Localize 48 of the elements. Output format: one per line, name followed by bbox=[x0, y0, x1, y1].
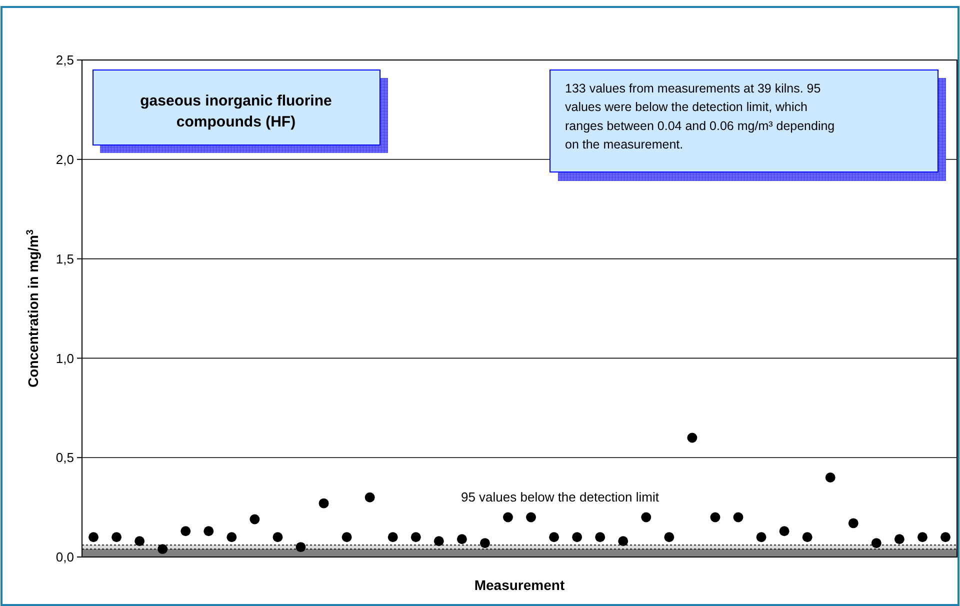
point bbox=[549, 532, 560, 542]
y-tick-label: 0,5 bbox=[56, 450, 74, 466]
point bbox=[687, 432, 698, 443]
point bbox=[226, 532, 237, 542]
point bbox=[802, 532, 812, 542]
point bbox=[204, 526, 214, 536]
point bbox=[88, 532, 98, 542]
point bbox=[410, 532, 421, 542]
point bbox=[664, 532, 674, 542]
point bbox=[388, 532, 398, 542]
point bbox=[456, 534, 467, 544]
point bbox=[940, 532, 950, 542]
point bbox=[825, 472, 836, 482]
y-tick-label: 1,0 bbox=[56, 350, 74, 366]
point bbox=[526, 512, 536, 522]
y-tick-label: 0,0 bbox=[56, 550, 74, 565]
point bbox=[180, 526, 191, 536]
y-tick-label: 1,5 bbox=[56, 251, 74, 266]
point bbox=[134, 536, 145, 546]
annotation: 133 values from measurements at 39 kilns. 95 values were below the detection limit, which ranges between 0.04 and 0.06 mg/m³ depending on the measurement. bbox=[565, 81, 835, 152]
point bbox=[364, 492, 375, 502]
point bbox=[848, 518, 858, 528]
point bbox=[618, 536, 628, 546]
point bbox=[250, 514, 260, 524]
x-axis-title: Measurement bbox=[474, 577, 565, 593]
point bbox=[434, 536, 444, 546]
point bbox=[871, 538, 882, 548]
point bbox=[641, 512, 652, 522]
point bbox=[318, 498, 329, 508]
point bbox=[480, 538, 490, 548]
point bbox=[733, 512, 744, 522]
point bbox=[572, 532, 582, 542]
y-tick-label: 2,0 bbox=[56, 152, 74, 167]
y-tick-label: 2,5 bbox=[56, 52, 74, 68]
point bbox=[272, 532, 283, 542]
point bbox=[595, 532, 606, 542]
point bbox=[894, 534, 904, 544]
text: gaseous inorganic fluorine compounds (HF) bbox=[140, 92, 332, 130]
point bbox=[503, 512, 513, 522]
point bbox=[710, 512, 720, 522]
annotation: 95 values below the detection limit bbox=[460, 489, 660, 504]
point bbox=[756, 532, 766, 542]
point bbox=[158, 544, 168, 554]
point bbox=[917, 532, 928, 542]
point bbox=[779, 526, 790, 536]
point bbox=[342, 532, 352, 542]
point bbox=[112, 532, 122, 542]
point bbox=[296, 542, 306, 552]
